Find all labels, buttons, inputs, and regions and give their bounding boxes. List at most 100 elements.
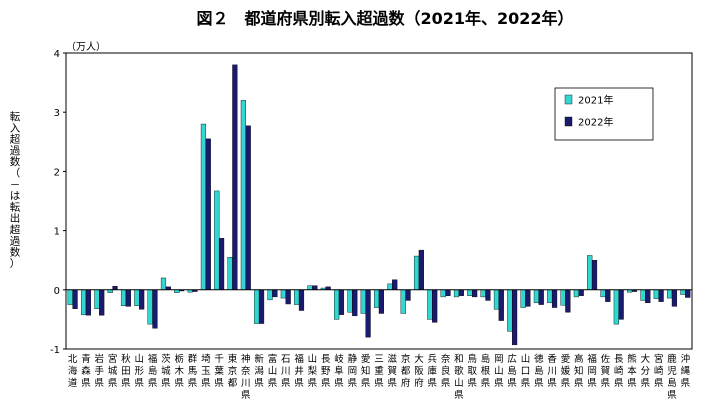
x-tick-label-char: 県 [201, 378, 211, 389]
x-tick-label-char: 県 [494, 378, 504, 389]
x-tick-label-char: 賀 [388, 365, 398, 377]
x-tick-label-char: 青 [81, 353, 91, 365]
bar-2-5 [125, 289, 131, 307]
x-tick-label-char: 崎 [614, 365, 624, 377]
x-tick-label-char: 県 [108, 378, 118, 389]
bar-1-42 [613, 289, 619, 325]
x-tick-label-char: 香 [547, 354, 557, 365]
bar-2-33 [498, 289, 504, 321]
x-tick-label-char: 県 [134, 378, 144, 389]
x-tick-label-char: 県 [361, 378, 371, 389]
bar-1-44 [640, 289, 646, 301]
x-tick-label-char: 県 [81, 378, 91, 389]
bar-2-18 [298, 289, 305, 311]
x-tick-label-char: 島 [534, 365, 544, 377]
bar-1-30 [453, 289, 460, 298]
x-tick-label-char: 潟 [254, 365, 264, 377]
x-tick-label-char: 木 [174, 365, 184, 377]
x-tick-label-char: 根 [481, 365, 491, 377]
x-tick-label-char: 東 [228, 353, 238, 365]
x-tick-label-char: 埼 [201, 353, 211, 365]
plot-frame [65, 52, 693, 350]
bar-2-7 [152, 289, 158, 329]
x-tick-label-char: 県 [321, 378, 331, 389]
x-tick-label-char: 山 [134, 354, 144, 365]
bar-1-36 [533, 289, 540, 304]
bar-2-19 [312, 285, 318, 291]
x-tick-label-char: 阪 [414, 366, 424, 377]
x-tick-label-char: 良 [441, 365, 451, 377]
bars-group [67, 64, 691, 346]
x-tick-label-char: 府 [401, 377, 411, 389]
y-axis-label-char: 過 [10, 145, 21, 157]
bar-2-17 [285, 289, 291, 305]
x-tick-label-char: 山 [308, 354, 318, 365]
x-tick-label-char: 崎 [654, 365, 664, 377]
x-tick-label-char: 手 [95, 365, 105, 377]
x-tick-label-char: 城 [161, 366, 171, 377]
x-tick-label-char: 県 [241, 390, 251, 401]
bar-2-26 [405, 289, 411, 301]
x-tick-label-char: 児 [667, 366, 677, 377]
bar-2-47 [685, 289, 691, 298]
x-tick-label-char: 県 [454, 390, 464, 401]
bar-2-15 [258, 289, 265, 324]
bar-1-1 [67, 289, 73, 305]
bar-2-40 [591, 260, 598, 291]
bar-2-24 [378, 289, 384, 314]
x-tick-label-char: 縄 [681, 365, 691, 377]
bar-2-27 [418, 249, 424, 291]
bar-1-27 [413, 255, 420, 290]
x-tick-label-char: 愛 [561, 353, 571, 365]
x-tick-label-char: 島 [667, 377, 677, 389]
x-tick-label-char: 県 [348, 378, 358, 389]
x-tick-label-char: 県 [214, 378, 224, 389]
bar-2-4 [112, 286, 118, 290]
x-tick-label-char: 山 [494, 366, 504, 377]
bar-2-32 [485, 289, 491, 301]
bar-2-14 [245, 125, 251, 290]
x-tick-label-char: 山 [454, 378, 464, 389]
x-tick-label-char: 鹿 [667, 353, 677, 365]
bar-1-31 [467, 289, 473, 296]
bar-1-17 [280, 289, 286, 299]
x-tick-label-char: 葉 [214, 365, 224, 377]
x-tick-label-char: 大 [414, 353, 424, 365]
x-tick-label-char: 県 [441, 378, 451, 389]
x-tick-label-char: 県 [161, 378, 171, 389]
x-tick-label-char: 県 [308, 378, 318, 389]
x-tick-label-char: 奈 [241, 365, 251, 377]
x-tick-label-char: 県 [614, 378, 624, 389]
bar-1-37 [547, 289, 553, 304]
bar-2-36 [538, 289, 544, 305]
x-tick-label-char: 茨 [161, 353, 171, 365]
y-axis-label-char: 超 [10, 133, 21, 146]
x-tick-label-char: 沖 [681, 353, 691, 365]
x-tick-label-char: 石 [281, 354, 291, 365]
y-axis-label-char: 数 [10, 246, 21, 259]
bar-1-24 [374, 289, 380, 308]
x-tick-label-char: 県 [627, 378, 637, 389]
bar-2-3 [99, 289, 105, 316]
x-tick-label-char: 川 [241, 378, 251, 389]
x-tick-label-char: 玉 [201, 366, 211, 377]
x-tick-label-char: 新 [254, 353, 264, 365]
legend-swatch [564, 94, 573, 105]
x-tick-label-char: 庫 [428, 365, 438, 377]
x-tick-label-char: 京 [228, 365, 238, 377]
bar-1-13 [227, 257, 233, 290]
x-tick-label-char: 静 [348, 353, 358, 365]
x-tick-label-char: 奈 [441, 353, 451, 365]
bar-1-16 [267, 289, 273, 301]
x-tick-label-char: 福 [148, 353, 158, 365]
x-tick-label-char: 梨 [308, 365, 318, 377]
bar-1-39 [573, 289, 579, 298]
bar-2-46 [671, 289, 678, 307]
bar-2-12 [218, 238, 225, 291]
x-tick-label-char: 県 [254, 378, 264, 389]
bar-2-2 [85, 289, 91, 316]
x-tick-label-char: 県 [654, 378, 664, 389]
x-tick-label-char: 北 [68, 354, 78, 365]
x-tick-label-char: 井 [294, 365, 304, 377]
